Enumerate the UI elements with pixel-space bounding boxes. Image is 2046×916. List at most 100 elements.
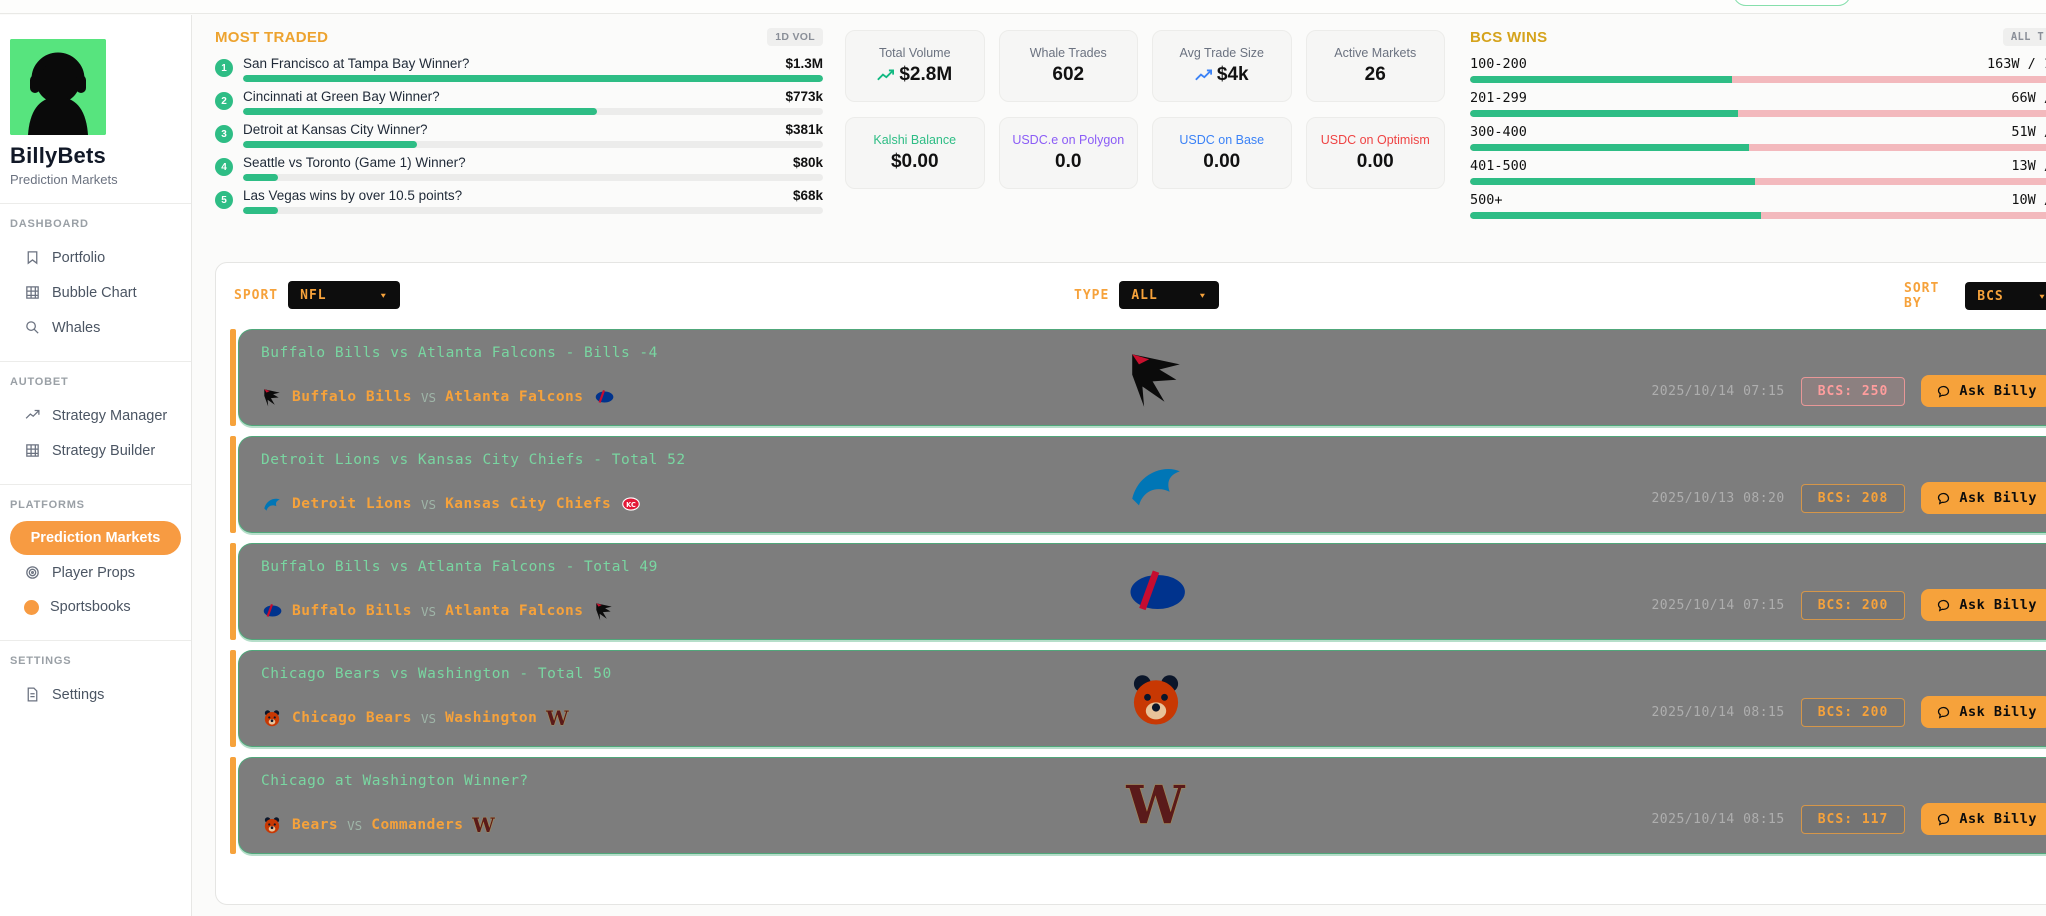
sort-filter: SORT BY BCS ▾ <box>1904 281 2046 311</box>
ask-billy-label: Ask Billy <box>1959 704 2037 720</box>
sidebar-item-label: Bubble Chart <box>52 284 137 301</box>
ask-billy-label: Ask Billy <box>1959 383 2037 399</box>
type-filter-label: TYPE <box>1074 287 1110 303</box>
sidebar-item-label: Whales <box>52 319 101 336</box>
type-filter: TYPE ALL ▾ <box>1074 281 1220 309</box>
section-settings: SETTINGS <box>10 655 72 667</box>
market-datetime: 2025/10/13 08:20 <box>1651 490 1785 506</box>
type-select[interactable]: ALL ▾ <box>1119 281 1220 309</box>
stat-card-usdc-polygon: USDC.e on Polygon 0.0 <box>998 117 1138 189</box>
stat-value: 0.0 <box>1055 151 1082 172</box>
bears-center-logo-icon <box>1133 674 1178 724</box>
sidebar-item-strategy-manager[interactable]: Strategy Manager <box>10 398 181 433</box>
vs-label: VS <box>421 603 437 619</box>
market-card[interactable]: Chicago Bears vs Washington - Total 50 C… <box>238 650 2046 747</box>
market-title: Chicago at Washington Winner? <box>261 773 529 789</box>
bcs-record: 66W / <box>2011 90 2046 106</box>
ask-billy-button[interactable]: Ask Billy <box>1921 696 2046 728</box>
sidebar-item-label: Portfolio <box>52 249 106 266</box>
home-team: Commanders <box>371 817 464 833</box>
sidebar-item-settings[interactable]: Settings <box>10 677 181 712</box>
falcons-logo-icon <box>595 603 612 621</box>
sidebar-item-strategy-builder[interactable]: Strategy Builder <box>10 433 181 468</box>
divider <box>0 361 191 362</box>
market-list: Buffalo Bills vs Atlanta Falcons - Bills… <box>230 329 2046 864</box>
bcs-row: 300-400 51W / <box>1470 124 2046 151</box>
sidebar-item-prediction-markets[interactable]: Prediction Markets <box>10 521 181 555</box>
volume-value: $1.3M <box>785 56 823 71</box>
most-traded-row[interactable]: 2 Cincinnati at Green Bay Winner? $773k <box>215 89 823 115</box>
market-question: Detroit at Kansas City Winner? <box>243 122 428 137</box>
market-title: Detroit Lions vs Kansas City Chiefs - To… <box>261 452 686 468</box>
card-accent-bar <box>230 543 236 640</box>
top-divider <box>0 0 2046 14</box>
section-dashboard: DASHBOARD <box>10 218 89 230</box>
falcons-center-logo-icon <box>1131 353 1180 407</box>
ask-billy-button[interactable]: Ask Billy <box>1921 589 2046 621</box>
chevron-down-icon: ▾ <box>1198 289 1208 301</box>
chat-bubble-icon <box>1938 813 1950 826</box>
bills-center-logo-icon <box>1130 569 1185 610</box>
all-time-badge: ALL T <box>2002 28 2046 46</box>
target-icon <box>26 566 39 579</box>
avatar <box>10 39 106 135</box>
bcs-score-badge: BCS: 117 <box>1800 804 1906 834</box>
bcs-range: 100-200 <box>1470 56 1527 72</box>
bcs-record: 163W / 1 <box>1986 56 2046 72</box>
search-icon <box>26 321 39 334</box>
market-datetime: 2025/10/14 07:15 <box>1651 597 1785 613</box>
home-team: Kansas City Chiefs <box>445 496 612 512</box>
document-icon <box>27 687 38 702</box>
win-loss-bar <box>1470 76 2046 83</box>
most-traded-row[interactable]: 1 San Francisco at Tampa Bay Winner? $1.3… <box>215 56 823 82</box>
most-traded-row[interactable]: 3 Detroit at Kansas City Winner? $381k <box>215 122 823 148</box>
market-title: Buffalo Bills vs Atlanta Falcons - Bills… <box>261 345 658 361</box>
stat-value: 602 <box>1052 64 1085 85</box>
sidebar-item-label: Strategy Manager <box>52 407 168 424</box>
bears-logo-icon <box>264 817 280 834</box>
ask-billy-button[interactable]: Ask Billy <box>1921 803 2046 835</box>
svg-text:KC: KC <box>626 501 636 509</box>
billy-silhouette-icon <box>10 39 106 135</box>
sidebar: BillyBets Prediction Markets DASHBOARD P… <box>0 15 192 916</box>
stat-label: Kalshi Balance <box>873 133 957 147</box>
market-card[interactable]: Buffalo Bills vs Atlanta Falcons - Bills… <box>238 329 2046 426</box>
most-traded-title: MOST TRADED <box>215 28 329 46</box>
bcs-range: 500+ <box>1470 192 1503 208</box>
sidebar-item-player-props[interactable]: Player Props <box>10 555 181 590</box>
vs-label: VS <box>421 496 437 512</box>
market-card[interactable]: Buffalo Bills vs Atlanta Falcons - Total… <box>238 543 2046 640</box>
sidebar-item-label: Prediction Markets <box>30 530 161 546</box>
sidebar-item-whales[interactable]: Whales <box>10 310 181 345</box>
type-select-value: ALL <box>1131 287 1158 303</box>
sport-select[interactable]: NFL ▾ <box>288 281 401 309</box>
market-datetime: 2025/10/14 07:15 <box>1651 383 1785 399</box>
away-team: Buffalo Bills <box>292 389 412 405</box>
most-traded-row[interactable]: 5 Las Vegas wins by over 10.5 points? $68… <box>215 188 823 214</box>
most-traded-row[interactable]: 4 Seattle vs Toronto (Game 1) Winner? $80… <box>215 155 823 181</box>
section-autobet: AUTOBET <box>10 376 69 388</box>
divider <box>0 484 191 485</box>
ask-billy-button[interactable]: Ask Billy <box>1921 482 2046 514</box>
away-team: Buffalo Bills <box>292 603 412 619</box>
stat-label: Total Volume <box>878 46 951 60</box>
app-title: BillyBets <box>10 143 106 168</box>
market-card[interactable]: Detroit Lions vs Kansas City Chiefs - To… <box>238 436 2046 533</box>
ask-billy-button[interactable]: Ask Billy <box>1921 375 2046 407</box>
ask-billy-label: Ask Billy <box>1959 597 2037 613</box>
sidebar-item-portfolio[interactable]: Portfolio <box>10 240 181 275</box>
market-card[interactable]: Chicago at Washington Winner? Bears VS C… <box>238 757 2046 854</box>
market-question: Seattle vs Toronto (Game 1) Winner? <box>243 155 466 170</box>
chat-bubble-icon <box>1938 706 1950 719</box>
bills-logo-icon <box>595 390 613 403</box>
stat-card-usdc-base: USDC on Base 0.00 <box>1152 117 1292 189</box>
sidebar-item-bubble-chart[interactable]: Bubble Chart <box>10 275 181 310</box>
falcons-logo-icon <box>264 389 280 407</box>
section-platforms: PLATFORMS <box>10 499 85 511</box>
stat-card-whale-trades: Whale Trades 602 <box>998 30 1138 102</box>
market-title: Chicago Bears vs Washington - Total 50 <box>261 666 612 682</box>
bcs-score-badge: BCS: 200 <box>1800 590 1906 620</box>
sort-by-select[interactable]: BCS ▾ <box>1965 282 2046 310</box>
sidebar-item-sportsbooks[interactable]: Sportsbooks <box>10 590 181 624</box>
sport-filter-label: SPORT <box>234 287 279 303</box>
